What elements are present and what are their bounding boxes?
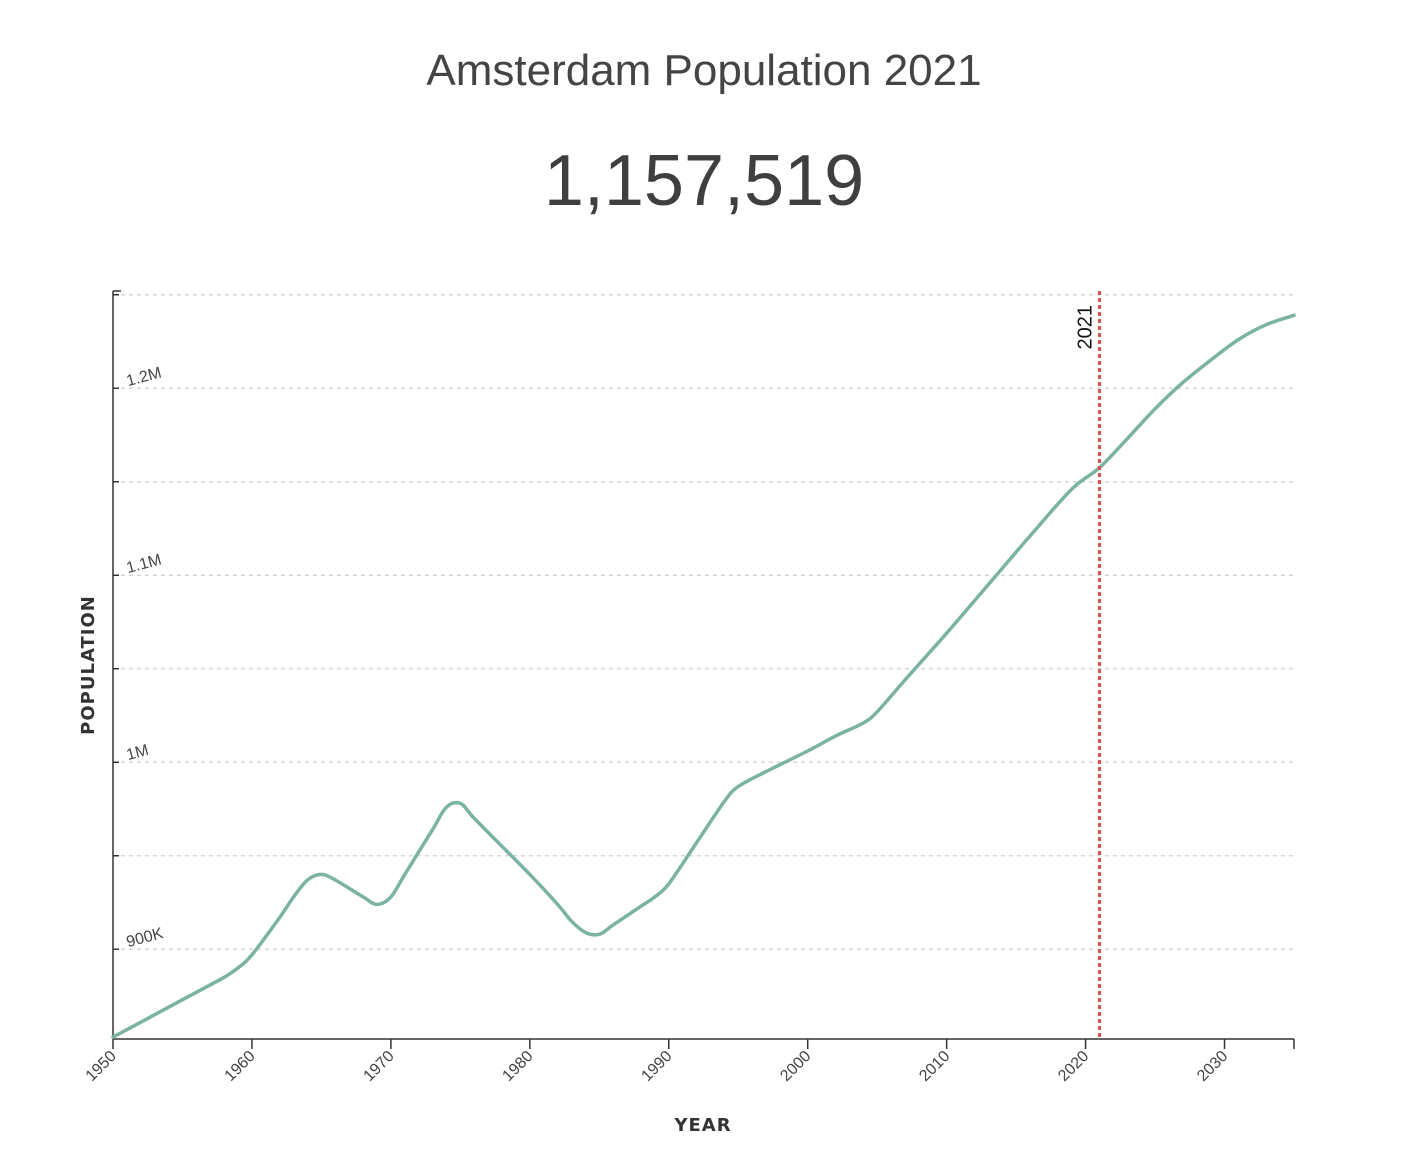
y-axis-title: POPULATION xyxy=(78,595,99,735)
axis-layer: 900K 1M 1.1M 1.2M 1950 1960 1970 1980 1990 2000 20… xyxy=(83,290,1295,1085)
page-title: Amsterdam Population 2021 xyxy=(426,46,982,95)
y-tick-label: 1M xyxy=(125,742,151,764)
x-tick-label: 1990 xyxy=(638,1048,675,1085)
y-tick-label: 900K xyxy=(125,925,166,951)
x-tick-label: 1970 xyxy=(361,1048,398,1085)
x-tick-label: 2030 xyxy=(1194,1048,1231,1085)
population-series-line xyxy=(111,313,1296,1039)
x-tick-label: 2000 xyxy=(777,1048,814,1085)
x-tick-label: 2010 xyxy=(916,1048,953,1085)
x-axis-title: YEAR xyxy=(673,1115,731,1136)
x-tick-label: 1980 xyxy=(499,1048,536,1085)
x-tick-label: 1960 xyxy=(222,1048,259,1085)
x-tick-label: 2020 xyxy=(1055,1048,1092,1085)
line-layer xyxy=(111,313,1296,1039)
x-tick-label: 1950 xyxy=(83,1048,120,1085)
population-value: 1,157,519 xyxy=(543,141,865,221)
y-tick-label: 1.2M xyxy=(125,364,164,390)
grid-layer xyxy=(113,293,1294,950)
marker-layer: 2021 xyxy=(1074,291,1101,1039)
year-marker-label: 2021 xyxy=(1074,305,1096,350)
y-tick-label: 1.1M xyxy=(125,551,164,577)
